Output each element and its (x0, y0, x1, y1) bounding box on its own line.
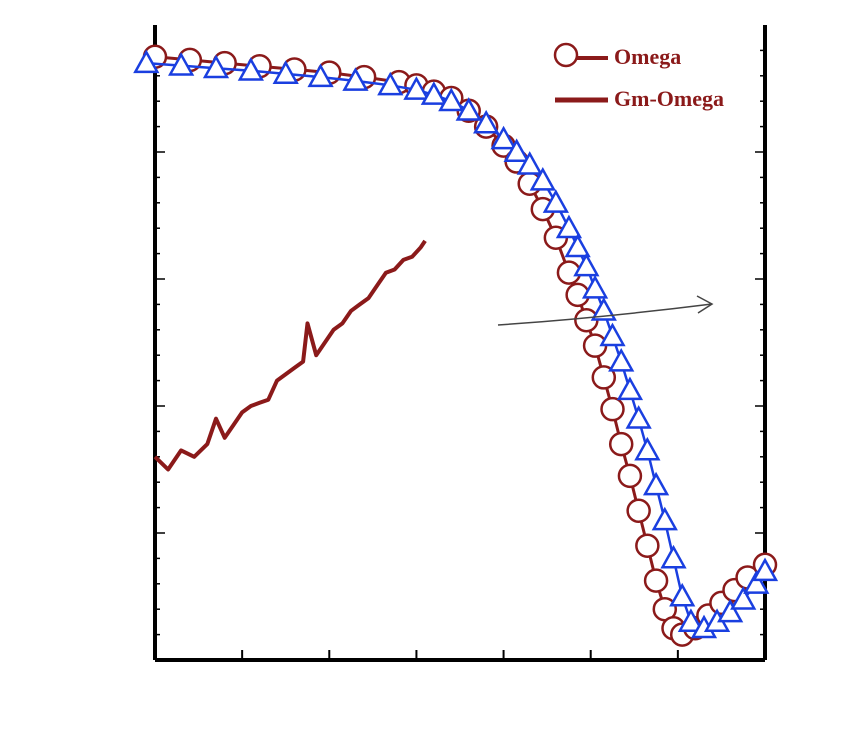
data-point-triangle (555, 214, 583, 239)
annotation-arrow-line (497, 303, 713, 326)
data-point-triangle (272, 60, 299, 84)
legend-marker-circle (553, 42, 579, 68)
legend: Omega Gm-Omega (553, 42, 724, 111)
data-point-triangle (564, 233, 591, 258)
legend-label-omega: Omega (614, 44, 681, 69)
data-point-triangle (616, 376, 644, 401)
annotation-arrow (497, 295, 714, 326)
data-point-triangle (730, 586, 757, 610)
data-point-triangle (342, 67, 369, 91)
data-point-triangle (168, 52, 195, 76)
legend-item-omega: Omega (553, 42, 681, 69)
legend-label-gm-omega: Gm-Omega (614, 86, 724, 111)
data-point-triangle (490, 125, 517, 150)
data-point-omega (626, 498, 651, 524)
data-point-triangle (677, 608, 705, 632)
data-point-omega (635, 533, 660, 558)
data-point-triangle (573, 252, 600, 277)
data-point-omega (617, 463, 643, 489)
data-point-triangle (651, 506, 678, 531)
data-point-triangle (438, 87, 465, 112)
data-point-triangle (542, 189, 569, 213)
data-point-triangle (669, 582, 696, 607)
data-point-triangle (503, 138, 530, 163)
data-point-triangle (133, 49, 160, 74)
data-point-triangle (608, 347, 635, 372)
series-gm-omega (153, 239, 427, 472)
data-point-triangle (743, 570, 770, 594)
data-point-triangle (455, 97, 482, 121)
data-point-triangle (473, 109, 500, 134)
data-point-triangle (590, 297, 617, 321)
data-point-omega (600, 396, 625, 422)
data-point-triangle (403, 76, 430, 100)
series-line-gm-omega (153, 239, 427, 472)
data-point-triangle (377, 71, 404, 96)
data-point-triangle (420, 81, 447, 105)
data-point-triangle (717, 598, 744, 623)
legend-item-gm-omega: Gm-Omega (555, 86, 724, 111)
data-point-omega (591, 365, 617, 390)
data-point-triangle (634, 436, 661, 461)
series-line-triangle (146, 61, 767, 630)
series-omega (142, 44, 778, 647)
data-point-triangle (751, 557, 779, 582)
data-point-triangle (599, 322, 626, 347)
data-point-triangle (202, 54, 230, 79)
annotation-arrow-head (696, 295, 714, 314)
data-point-omega (643, 568, 669, 593)
data-point-triangle (307, 63, 334, 88)
data-point-triangle (581, 274, 609, 299)
data-point-triangle (516, 151, 543, 175)
data-point-triangle (642, 471, 670, 496)
data-point-triangle (660, 544, 687, 569)
series-triangle (133, 49, 779, 639)
axis-ticks (155, 49, 765, 660)
data-point-triangle (529, 167, 556, 191)
data-point-omega (608, 431, 634, 457)
data-point-triangle (625, 405, 652, 429)
data-point-triangle (237, 57, 264, 81)
